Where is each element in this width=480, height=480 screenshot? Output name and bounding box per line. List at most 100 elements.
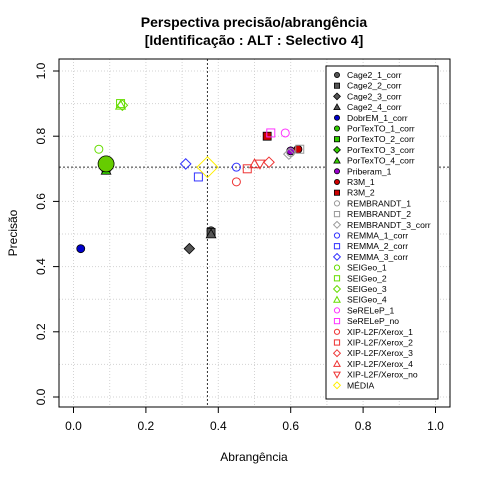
x-axis: 0.0 0.2 0.4 0.6 0.8 1.0 <box>65 407 444 433</box>
y-tick-label: 0.0 <box>34 388 48 405</box>
legend-marker <box>333 200 341 207</box>
legend-entry-label: REMMA_1_corr <box>347 231 408 241</box>
data-point <box>193 172 203 182</box>
legend-entry-label: REMMA_3_corr <box>347 252 408 262</box>
data-point <box>183 242 196 255</box>
legend-entry-label: REMBRANDT_3_corr <box>347 220 431 230</box>
legend-marker <box>333 307 341 314</box>
data-point <box>231 162 241 172</box>
legend-box <box>325 65 439 400</box>
data-point <box>282 148 295 161</box>
legend-marker <box>332 220 342 229</box>
legend-entry-label: XIP-L2F/Xerox_1 <box>347 327 413 337</box>
legend-marker <box>333 72 340 79</box>
y-axis-label: Precisão <box>6 209 20 256</box>
legend-entry-label: SeRELeP_no <box>347 316 399 326</box>
legend-entry-label: REMBRANDT_1 <box>347 198 411 208</box>
data-point <box>114 99 127 110</box>
legend-marker <box>333 328 341 335</box>
legend-marker <box>333 243 341 250</box>
legend-marker <box>333 82 340 89</box>
data-point <box>196 156 219 179</box>
legend-marker <box>333 318 341 325</box>
legend-marker <box>332 349 342 358</box>
data-point <box>280 128 290 138</box>
legend-marker <box>333 264 341 271</box>
legend-marker <box>333 92 341 101</box>
data-point <box>205 228 217 239</box>
data-point <box>179 158 192 170</box>
legend-entry-label: R3M_2 <box>347 188 375 198</box>
x-tick-label: 0.2 <box>138 419 155 433</box>
legend-marker <box>333 275 341 282</box>
legend-entry-label: R3M_1 <box>347 177 375 187</box>
legend-entry-label: XIP-L2F/Xerox_4 <box>347 359 413 369</box>
legend-marker <box>333 114 340 121</box>
legend-marker <box>333 178 340 185</box>
x-tick-label: 0.6 <box>282 419 299 433</box>
legend-marker <box>333 168 340 175</box>
y-tick-label: 0.4 <box>34 258 48 275</box>
legend-marker <box>333 295 341 303</box>
legend-marker <box>333 136 340 143</box>
legend-entry-label: SEIGeo_1 <box>347 263 387 273</box>
chart-title-line-2: [Identificação : ALT : Selectivo 4] <box>145 32 364 48</box>
legend-marker <box>333 371 341 379</box>
legend: Cage2_1_corrCage2_2_corrCage2_3_corrCage… <box>325 65 439 400</box>
legend-entry-label: XIP-L2F/Xerox_no <box>347 370 418 380</box>
legend-entry-label: SeRELeP_1 <box>347 305 395 315</box>
y-tick-label: 1.0 <box>34 62 48 79</box>
legend-entry-label: REMMA_2_corr <box>347 241 408 251</box>
legend-marker <box>333 359 341 367</box>
x-tick-label: 0.8 <box>355 419 372 433</box>
legend-entry-label: Cage2_2_corr <box>347 81 402 91</box>
legend-marker <box>333 339 341 346</box>
data-point <box>295 144 305 154</box>
data-point <box>286 148 296 157</box>
data-point <box>94 144 104 154</box>
legend-entry-label: XIP-L2F/Xerox_3 <box>347 348 413 358</box>
legend-entry-label: REMBRANDT_2 <box>347 209 411 219</box>
chart-title-line-1: Perspectiva precisão/abrangência <box>141 14 368 30</box>
legend-entry-label: Priberam_1 <box>347 166 392 176</box>
legend-marker <box>333 189 340 196</box>
y-tick-label: 0.8 <box>34 128 48 145</box>
legend-marker <box>333 232 341 239</box>
legend-entry-label: PorTexTO_1_corr <box>347 124 415 134</box>
legend-entry-label: SEIGeo_2 <box>347 273 387 283</box>
data-point <box>266 128 276 138</box>
data-point <box>254 159 266 170</box>
legend-marker <box>332 252 342 261</box>
legend-marker <box>333 156 341 164</box>
legend-entry-label: SEIGeo_4 <box>347 295 387 305</box>
legend-marker <box>332 284 342 294</box>
legend-entry-label: MÉDIA <box>347 380 374 390</box>
data-point <box>263 156 275 169</box>
legend-marker <box>333 211 341 218</box>
data-point <box>231 177 241 187</box>
plot-frame <box>58 58 451 408</box>
y-tick-label: 0.2 <box>34 323 48 340</box>
y-axis: 0.0 0.2 0.4 0.6 0.8 1.0 <box>34 62 59 405</box>
x-tick-label: 0.4 <box>210 419 227 433</box>
legend-marker <box>333 103 341 110</box>
data-point <box>242 164 252 174</box>
legend-entry-label: XIP-L2F/Xerox_2 <box>347 338 413 348</box>
legend-marker <box>333 125 340 132</box>
legend-entry-label: SEIGeo_3 <box>347 284 387 294</box>
legend-entry-label: Cage2_1_corr <box>347 70 402 80</box>
legend-entry-label: PorTexTO_2_corr <box>347 134 415 144</box>
x-tick-label: 0.0 <box>65 419 82 433</box>
data-point <box>76 244 86 254</box>
legend-entry-label: Cage2_4_corr <box>347 102 402 112</box>
legend-entry-label: DobrEM_1_corr <box>347 113 408 123</box>
x-axis-label: Abrangência <box>220 450 288 464</box>
legend-entry-label: PorTexTO_4_corr <box>347 156 415 166</box>
legend-marker <box>333 145 341 154</box>
legend-entry-label: Cage2_3_corr <box>347 91 402 101</box>
legend-marker <box>332 381 342 390</box>
data-points <box>76 99 305 255</box>
y-tick-label: 0.6 <box>34 193 48 210</box>
data-point-highlight <box>97 155 115 173</box>
